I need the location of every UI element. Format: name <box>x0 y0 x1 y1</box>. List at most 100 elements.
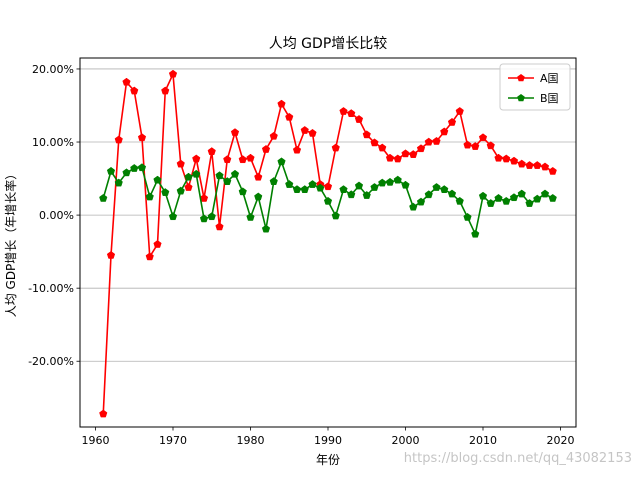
data-point <box>215 171 224 180</box>
y-tick-label: -20.00% <box>28 355 74 368</box>
data-point <box>478 133 488 142</box>
data-point <box>176 159 185 168</box>
data-point <box>393 154 402 163</box>
data-point <box>478 191 488 200</box>
data-point <box>285 112 294 121</box>
data-point <box>540 189 550 198</box>
y-axis-label: 人均 GDP增长（年增长率） <box>3 168 18 318</box>
data-point <box>370 138 379 147</box>
data-point <box>533 161 542 169</box>
data-point <box>432 183 441 191</box>
legend-label: B国 <box>540 92 559 105</box>
data-point <box>331 143 340 152</box>
data-point <box>378 143 387 152</box>
data-point <box>471 229 480 238</box>
data-point <box>122 77 131 86</box>
x-tick-label: 1960 <box>82 434 110 447</box>
data-point <box>184 183 193 191</box>
legend-marker <box>517 94 525 102</box>
data-point <box>300 126 309 134</box>
legend-box <box>499 63 571 111</box>
data-point <box>533 194 542 203</box>
data-point <box>114 178 123 187</box>
data-point <box>494 193 503 202</box>
data-point <box>347 109 356 118</box>
data-point <box>416 144 426 153</box>
data-point <box>354 115 364 123</box>
data-point <box>106 250 116 259</box>
data-point <box>223 177 232 185</box>
data-point <box>502 196 511 205</box>
data-point <box>192 169 201 178</box>
data-point <box>145 192 154 201</box>
data-point <box>409 202 418 211</box>
axis-ticks: -20.00% -10.00% 0.00% 10.00% 20.00% 1960 1970 1… <box>28 63 574 447</box>
data-point <box>440 185 449 194</box>
legend-label: A国 <box>540 72 559 85</box>
data-point <box>447 117 457 126</box>
data-point <box>339 185 348 194</box>
data-point <box>246 212 255 221</box>
y-tick-label: 0.00% <box>39 209 74 222</box>
y-tick-label: -10.00% <box>28 282 74 295</box>
data-point <box>254 192 263 201</box>
y-tick-label: 20.00% <box>32 63 74 76</box>
data-point <box>292 185 302 194</box>
data-point <box>378 178 387 187</box>
legend-marker <box>517 74 525 82</box>
legend-item: A国 <box>508 72 559 85</box>
data-point <box>269 177 278 185</box>
data-point <box>308 180 317 188</box>
legend-item: B国 <box>508 92 559 105</box>
data-point <box>447 189 457 198</box>
data-point <box>261 224 271 233</box>
data-point <box>145 252 154 261</box>
legend: A国 B国 <box>499 63 571 111</box>
data-point <box>246 153 255 162</box>
x-tick-label: 2010 <box>469 434 497 447</box>
data-point <box>416 197 426 206</box>
series-2 <box>99 157 557 238</box>
data-point <box>122 168 131 177</box>
data-point <box>463 212 472 221</box>
data-point <box>424 190 433 199</box>
data-point <box>323 196 333 205</box>
data-point <box>99 193 108 202</box>
data-point <box>114 135 123 144</box>
data-point <box>137 163 147 172</box>
data-point <box>548 166 557 175</box>
data-point <box>207 147 216 156</box>
data-point <box>277 157 286 166</box>
data-point <box>316 183 325 192</box>
x-tick-label: 2020 <box>547 434 575 447</box>
data-point <box>161 188 170 196</box>
data-point <box>238 187 247 196</box>
data-point <box>455 107 464 115</box>
data-point <box>401 180 410 189</box>
data-point <box>223 155 232 164</box>
data-point <box>385 153 395 162</box>
data-point <box>471 142 480 150</box>
data-point <box>347 190 356 199</box>
data-point <box>525 161 534 169</box>
data-point <box>401 149 410 158</box>
data-point <box>285 180 294 188</box>
data-point <box>230 128 240 137</box>
data-point <box>161 86 170 95</box>
data-point <box>323 182 333 191</box>
data-point <box>354 181 364 190</box>
data-point <box>153 240 162 248</box>
data-point <box>168 212 178 221</box>
data-point <box>130 86 139 95</box>
data-point <box>153 175 162 184</box>
data-point <box>238 155 247 164</box>
data-point <box>548 193 557 202</box>
data-point <box>300 185 309 194</box>
data-point <box>455 196 464 205</box>
data-point <box>494 153 503 162</box>
data-point <box>486 199 495 207</box>
data-point <box>502 154 511 163</box>
data-point <box>525 199 534 207</box>
data-point <box>432 136 441 145</box>
